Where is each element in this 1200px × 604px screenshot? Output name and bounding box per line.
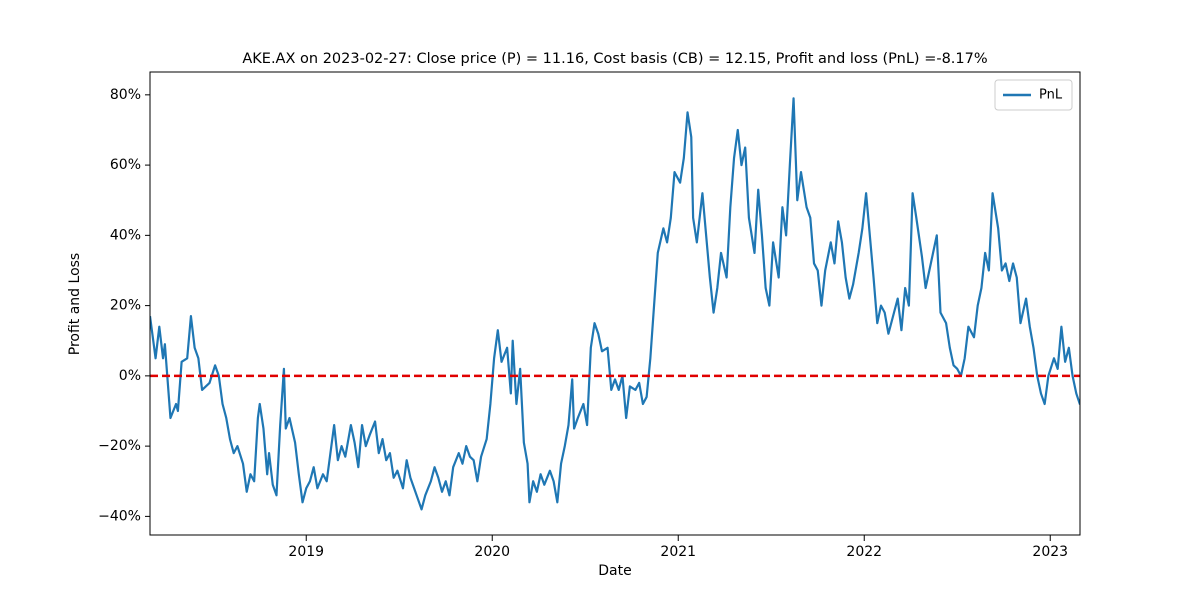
x-tick-label: 2022: [846, 544, 882, 560]
x-tick-label: 2020: [474, 544, 510, 560]
y-axis-label: Profit and Loss: [67, 253, 83, 355]
chart-title: AKE.AX on 2023-02-27: Close price (P) = …: [242, 51, 987, 67]
y-tick-label: 60%: [110, 157, 141, 173]
y-tick-label: 0%: [119, 368, 141, 384]
plot-frame: [149, 71, 1081, 536]
x-tick-label: 2023: [1032, 544, 1068, 560]
line-series: [150, 97, 1080, 511]
legend-box: [994, 79, 1073, 111]
y-tick-label: −40%: [98, 508, 141, 524]
x-tick-label: 2019: [288, 544, 324, 560]
x-axis-label: Date: [598, 563, 631, 579]
x-tick-label: 2021: [660, 544, 696, 560]
y-tick-label: 40%: [110, 227, 141, 243]
y-tick-label: 80%: [110, 87, 141, 103]
y-tick-label: −20%: [98, 438, 141, 454]
legend-label: PnL: [1039, 88, 1063, 103]
y-tick-label: 20%: [110, 298, 141, 314]
